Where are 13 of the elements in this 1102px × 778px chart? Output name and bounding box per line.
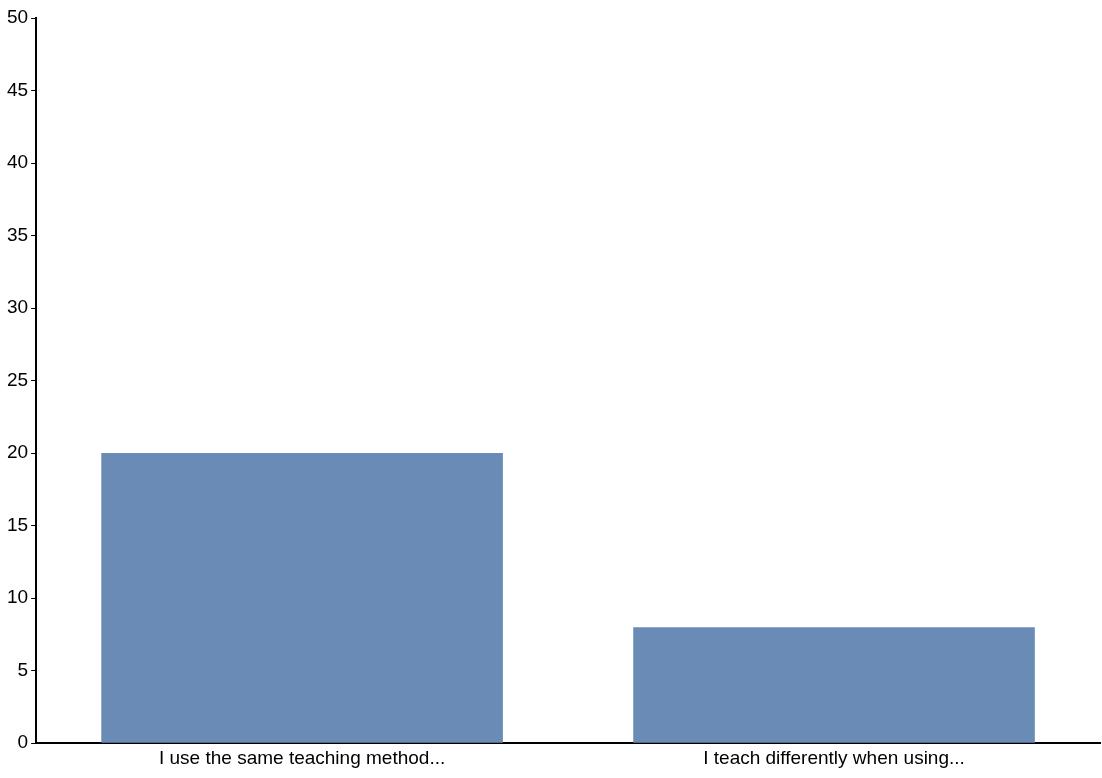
y-tick-label: 30 (6, 296, 29, 318)
y-tick-label: 5 (17, 658, 29, 680)
x-tick-label: I use the same teaching method... (158, 746, 446, 768)
y-tick-label: 50 (6, 6, 29, 28)
y-tick-label: 35 (6, 223, 29, 245)
y-tick-label: 20 (6, 441, 29, 463)
y-tick-label: 10 (6, 586, 29, 608)
x-tick-label: I teach differently when using... (703, 746, 965, 768)
y-tick-label: 40 (6, 151, 29, 173)
y-tick-label: 15 (6, 513, 29, 535)
y-tick-label: 0 (17, 731, 29, 753)
y-tick-label: 45 (6, 78, 29, 100)
y-tick-label: 25 (6, 368, 29, 390)
